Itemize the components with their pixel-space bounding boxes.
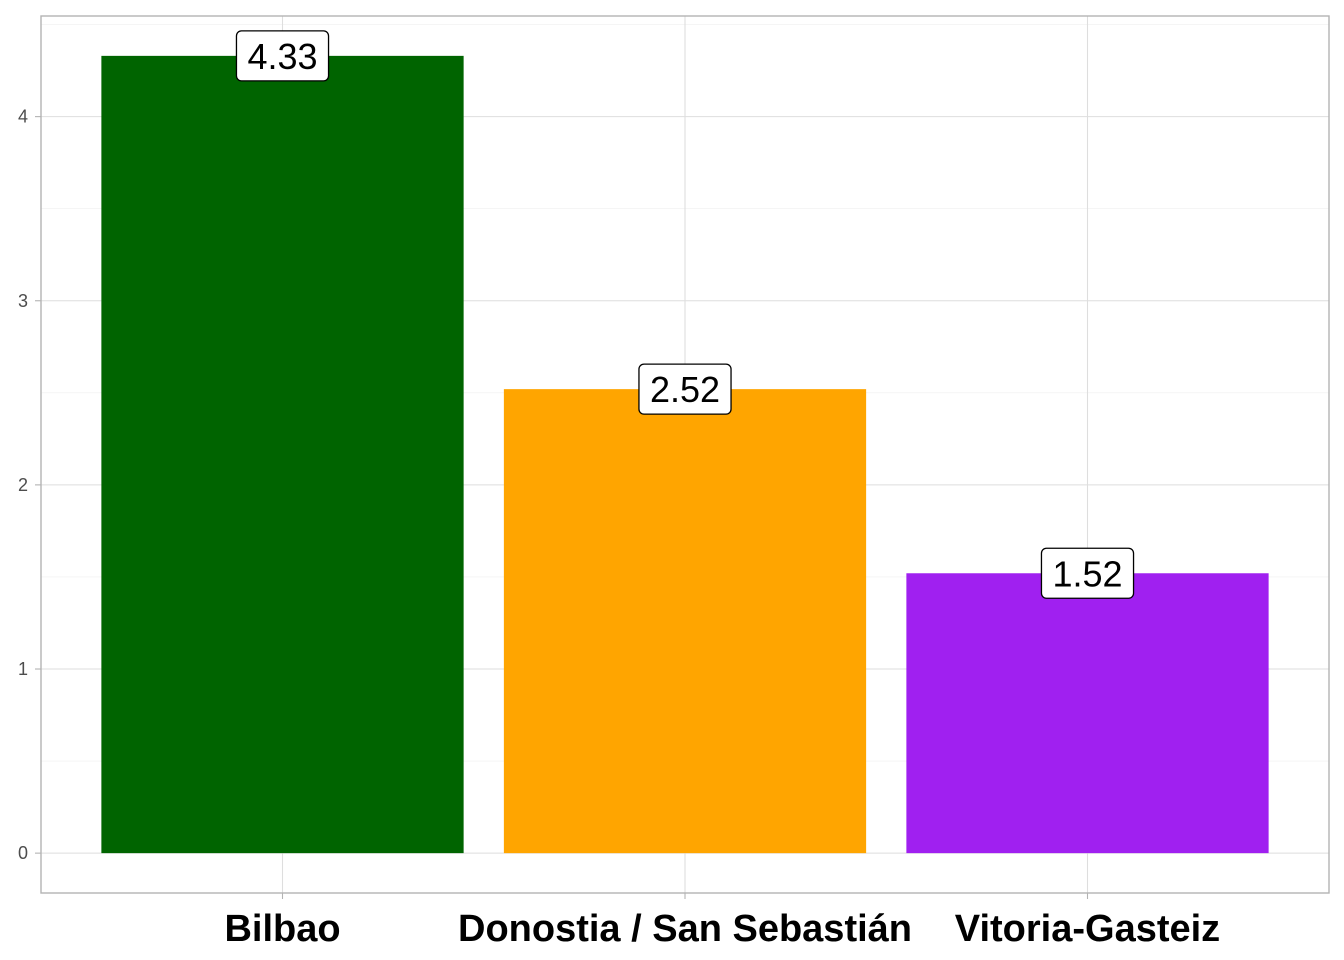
bar-vitoria-gasteiz	[906, 573, 1269, 854]
x-tick-label: Donostia / San Sebastián	[458, 908, 912, 950]
value-label-box	[1040, 547, 1135, 599]
bar-bilbao	[101, 55, 464, 854]
x-tick-label: Vitoria-Gasteiz	[955, 908, 1220, 950]
value-label: 2.52	[638, 363, 732, 415]
y-tick-label: 4	[18, 107, 28, 127]
bar-donostia-san-sebasti-n	[503, 389, 867, 854]
value-labels: 4.33 2.52 1.52	[235, 30, 1135, 599]
value-label: 1.52	[1040, 547, 1135, 599]
value-label-box	[235, 30, 330, 82]
value-label-box	[638, 363, 732, 415]
y-tick-label: 0	[18, 843, 28, 863]
x-tick-label: Bilbao	[224, 908, 340, 950]
y-tick-label: 1	[18, 659, 28, 679]
value-label: 4.33	[235, 30, 330, 82]
y-tick-label: 3	[18, 291, 28, 311]
value-label-text: 1.52	[1052, 553, 1122, 594]
y-tick-label: 2	[18, 475, 28, 495]
y-axis: 0 1 2 3 4	[18, 107, 41, 863]
value-label-text: 4.33	[247, 36, 317, 77]
x-axis: Bilbao Donostia / San Sebastián Vitoria-Ga…	[224, 893, 1220, 950]
bars	[101, 55, 1269, 854]
value-label-text: 2.52	[650, 369, 720, 410]
